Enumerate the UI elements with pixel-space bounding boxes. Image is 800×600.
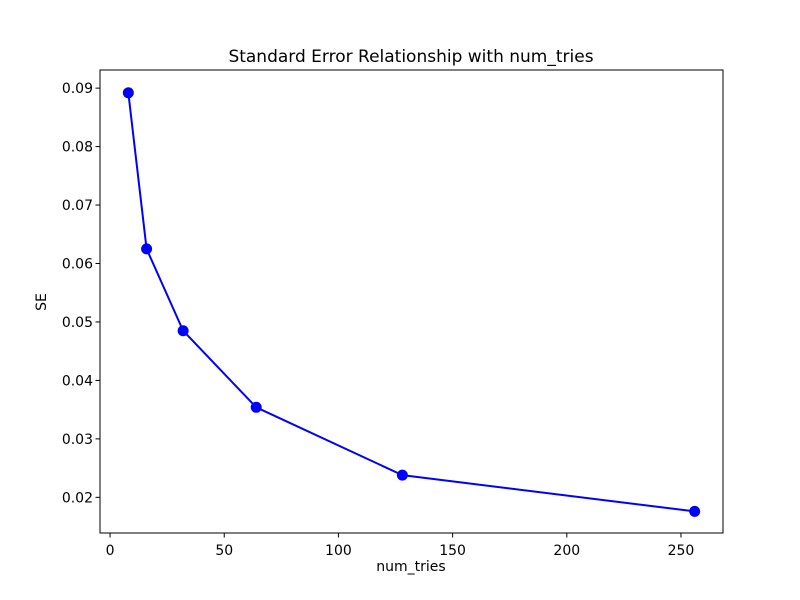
y-tick-label: 0.07 xyxy=(62,198,93,214)
data-point-marker xyxy=(122,87,134,99)
y-tick-label: 0.04 xyxy=(62,373,93,389)
data-point-marker xyxy=(396,469,408,481)
y-tick-label: 0.02 xyxy=(62,490,93,506)
data-point-marker xyxy=(250,401,262,413)
data-point-marker xyxy=(689,505,701,517)
x-tick-label: 50 xyxy=(215,543,233,559)
y-tick-label: 0.09 xyxy=(62,81,93,97)
x-tick-label: 0 xyxy=(106,543,115,559)
x-tick-label: 250 xyxy=(668,543,695,559)
data-series xyxy=(122,87,701,517)
x-tick-label: 150 xyxy=(439,543,466,559)
plot-area xyxy=(99,69,724,534)
series-line xyxy=(127,91,696,513)
y-axis-label: SE xyxy=(34,293,50,311)
chart-title: Standard Error Relationship with num_tri… xyxy=(228,47,593,67)
data-point-marker xyxy=(177,325,189,337)
x-tick-label: 100 xyxy=(325,543,352,559)
y-tick-label: 0.06 xyxy=(62,257,93,273)
x-tick-label: 200 xyxy=(553,543,580,559)
y-tick-label: 0.08 xyxy=(62,140,93,156)
data-point-marker xyxy=(141,243,153,255)
axis-ticks: 0 50 100 150 200 250 0.02 0.03 0.04 0.05 0.06 0.07 0… xyxy=(62,81,695,559)
y-tick-label: 0.05 xyxy=(62,315,93,331)
x-axis-label: num_tries xyxy=(376,559,445,575)
y-tick-label: 0.03 xyxy=(62,432,93,448)
